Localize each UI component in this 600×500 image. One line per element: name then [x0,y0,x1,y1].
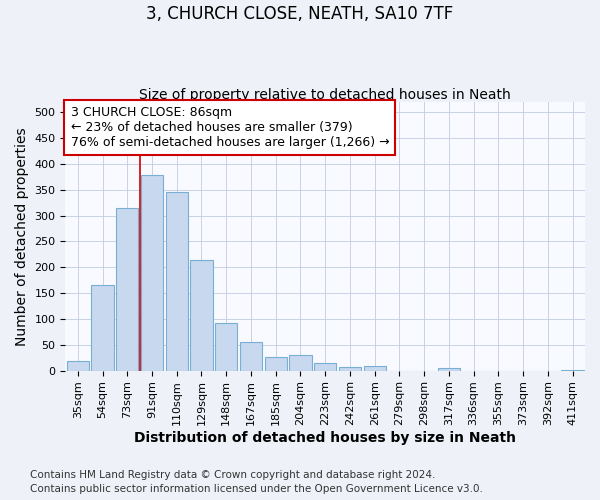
Bar [215,322,238,370]
Bar [116,208,139,370]
Bar [67,362,89,370]
Bar [265,356,287,370]
Y-axis label: Number of detached properties: Number of detached properties [15,127,29,346]
Text: 3, CHURCH CLOSE, NEATH, SA10 7TF: 3, CHURCH CLOSE, NEATH, SA10 7TF [146,5,454,23]
Bar [141,176,163,370]
Bar [289,355,311,370]
Text: Contains public sector information licensed under the Open Government Licence v3: Contains public sector information licen… [30,484,483,494]
Title: Size of property relative to detached houses in Neath: Size of property relative to detached ho… [139,88,511,102]
Text: Contains HM Land Registry data © Crown copyright and database right 2024.: Contains HM Land Registry data © Crown c… [30,470,436,480]
Bar [438,368,460,370]
Bar [240,342,262,370]
Bar [364,366,386,370]
Bar [166,192,188,370]
Text: 3 CHURCH CLOSE: 86sqm
← 23% of detached houses are smaller (379)
76% of semi-det: 3 CHURCH CLOSE: 86sqm ← 23% of detached … [71,106,389,149]
Bar [91,286,113,370]
Bar [190,260,212,370]
Bar [314,363,337,370]
Bar [339,367,361,370]
X-axis label: Distribution of detached houses by size in Neath: Distribution of detached houses by size … [134,431,516,445]
